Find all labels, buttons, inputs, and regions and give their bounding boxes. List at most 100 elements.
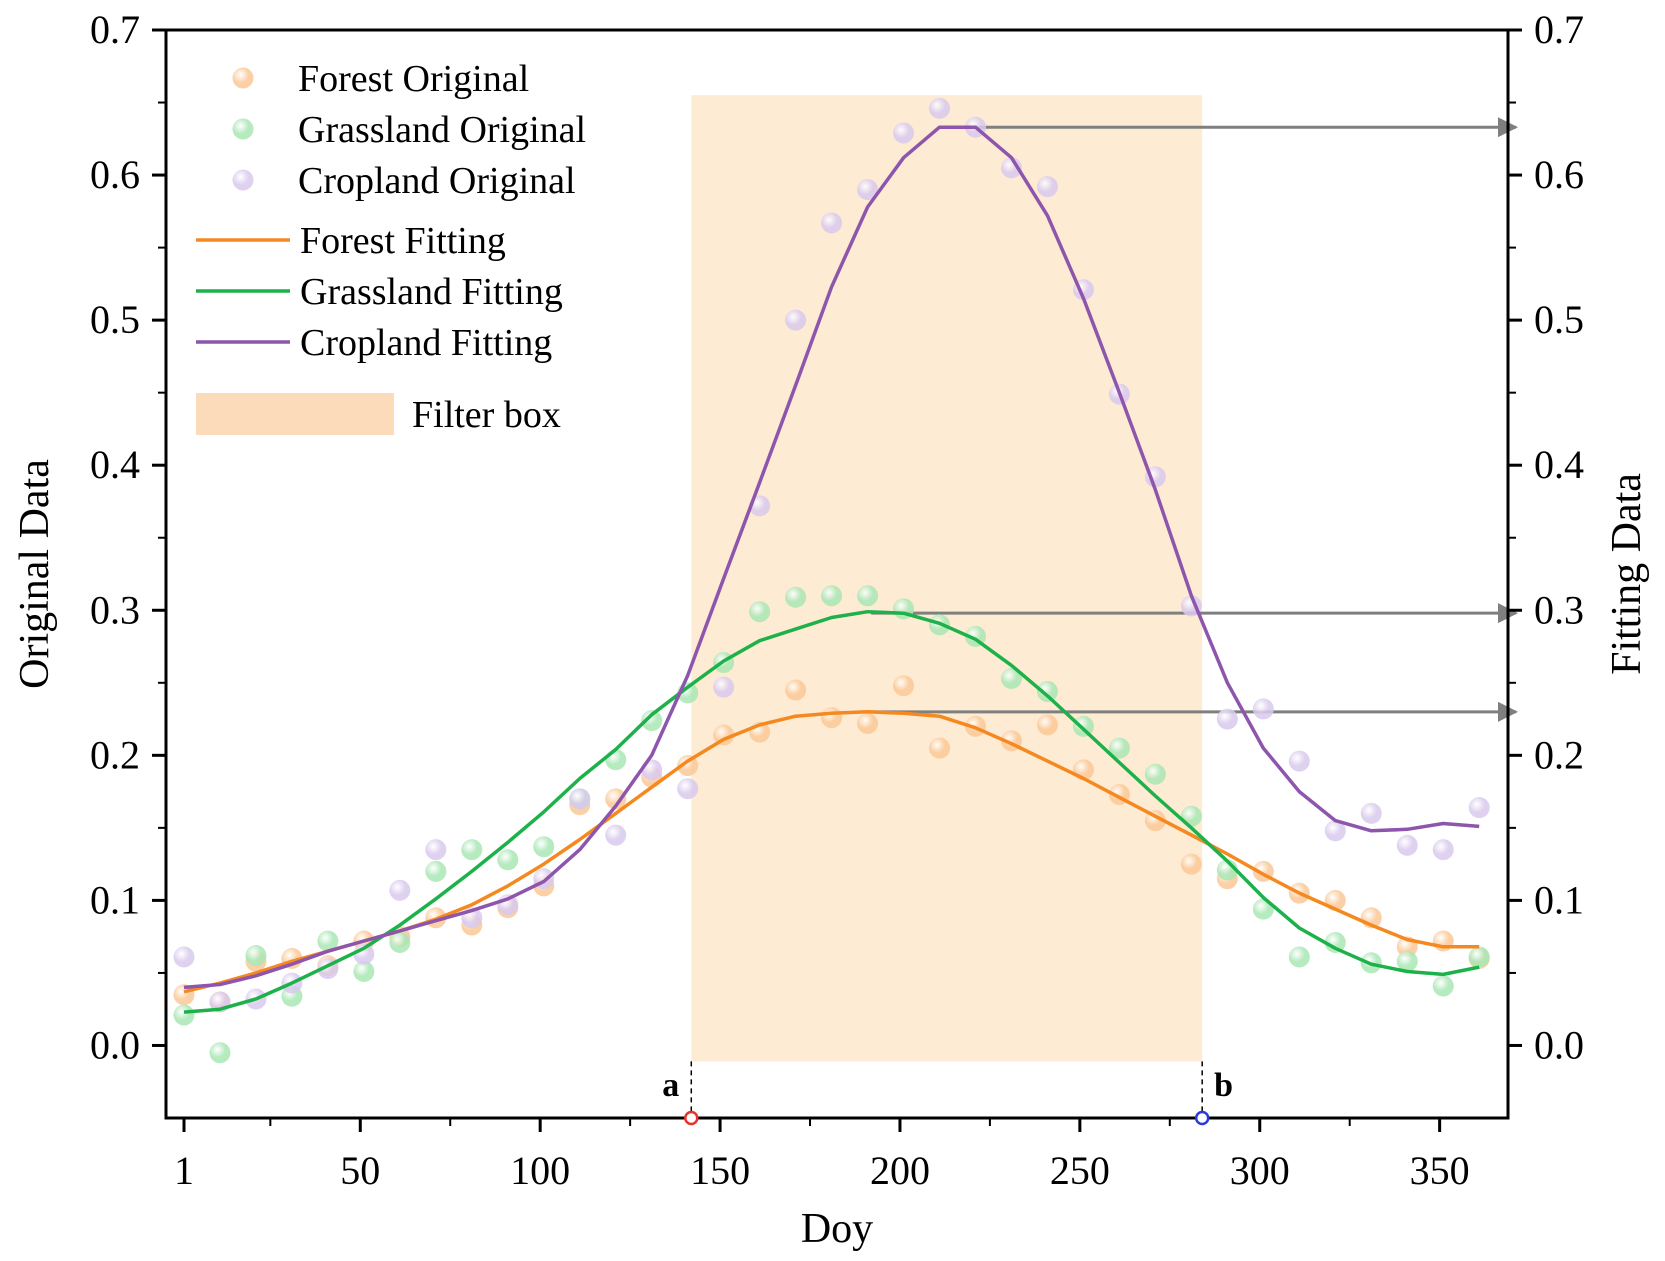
point-cropland-original: [929, 97, 951, 119]
point-cropland-original: [1216, 708, 1238, 730]
fitting-line-layer: [183, 125, 1480, 1014]
legend-label: Grassland Original: [298, 109, 586, 151]
legend-label: Grassland Fitting: [300, 271, 563, 313]
point-cropland-original: [1324, 820, 1346, 842]
point-grassland-original: [1108, 737, 1130, 759]
line-cropland-fitting: [183, 125, 1480, 990]
point-cropland-original: [1396, 834, 1418, 856]
point-forest-original: [821, 707, 843, 729]
point-grassland-original: [173, 1004, 195, 1026]
point-forest-original: [857, 712, 879, 734]
point-grassland-original: [1468, 946, 1490, 968]
legend: Forest Original Grassland Original Croplan…: [196, 58, 586, 436]
y2-tick-label: 0.5: [1534, 297, 1584, 342]
point-grassland-original: [317, 930, 339, 952]
marker-dot-b: [1194, 1110, 1210, 1126]
y2-tick-label: 0.0: [1534, 1022, 1584, 1067]
legend-swatch-grassland-original: [232, 118, 254, 140]
x-tick-label: 1: [174, 1148, 194, 1193]
point-cropland-original: [1252, 698, 1274, 720]
legend-label: Forest Fitting: [300, 220, 506, 262]
plot-frame: [164, 28, 1510, 1120]
y2-axis-title: Fitting Data: [1604, 473, 1650, 675]
point-grassland-original: [749, 601, 771, 623]
y2-tick-label: 0.6: [1534, 152, 1584, 197]
y2-tick-label: 0.1: [1534, 877, 1584, 922]
point-cropland-original: [1360, 802, 1382, 824]
point-cropland-original: [605, 824, 627, 846]
point-cropland-original: [1432, 839, 1454, 861]
point-grassland-original: [425, 860, 447, 882]
legend-label: Cropland Fitting: [300, 322, 552, 364]
filter-box: [691, 95, 1203, 1062]
point-grassland-original: [1432, 975, 1454, 997]
point-grassland-original: [1072, 715, 1094, 737]
legend-label: Forest Original: [298, 58, 529, 100]
point-forest-original: [677, 754, 699, 776]
marker-dot-a: [684, 1110, 699, 1126]
x-tick-label: 250: [1050, 1148, 1110, 1193]
y-tick-label: 0.7: [90, 7, 140, 52]
x-axis-title: Doy: [801, 1206, 873, 1252]
y2-tick-label: 0.3: [1534, 587, 1584, 632]
y-tick-label: 0.1: [90, 877, 140, 922]
point-cropland-original: [569, 788, 591, 810]
y2-tick-label: 0.7: [1534, 7, 1584, 52]
axes-layer: [164, 28, 1510, 1120]
point-cropland-original: [641, 759, 663, 781]
y2-tick-label: 0.2: [1534, 732, 1584, 777]
point-grassland-original: [209, 1042, 231, 1064]
y-tick-label: 0.5: [90, 297, 140, 342]
point-forest-original: [1036, 714, 1058, 736]
x-tick-label: 200: [870, 1148, 930, 1193]
point-cropland-original: [1000, 157, 1022, 179]
point-grassland-original: [857, 585, 879, 607]
x-tick-label: 50: [340, 1148, 380, 1193]
legend-swatch-filter-box: [196, 393, 394, 435]
legend-label: Cropland Original: [298, 160, 576, 202]
point-cropland-original: [425, 839, 447, 861]
legend-swatch-cropland-original: [232, 169, 254, 191]
point-grassland-original: [641, 710, 663, 732]
point-grassland-original: [821, 585, 843, 607]
x-tick-label: 150: [690, 1148, 750, 1193]
point-cropland-original: [173, 946, 195, 968]
point-grassland-original: [1000, 667, 1022, 689]
y-tick-label: 0.3: [90, 587, 140, 632]
point-forest-original: [929, 737, 951, 759]
point-forest-original: [893, 675, 915, 697]
point-grassland-original: [1144, 763, 1166, 785]
y-tick-label: 0.0: [90, 1022, 140, 1067]
point-grassland-original: [785, 586, 807, 608]
point-cropland-original: [785, 309, 807, 331]
y-tick-label: 0.2: [90, 732, 140, 777]
y-tick-label: 0.4: [90, 442, 140, 487]
point-cropland-original: [353, 943, 375, 965]
point-forest-original: [713, 724, 735, 746]
point-cropland-original: [1288, 750, 1310, 772]
point-forest-original: [1180, 853, 1202, 875]
point-grassland-original: [497, 849, 519, 871]
x-tick-label: 300: [1230, 1148, 1290, 1193]
y-axis-title: Original Data: [12, 459, 58, 689]
marker-label-a: a: [662, 1067, 679, 1104]
point-grassland-original: [461, 839, 483, 861]
y-tick-label: 0.6: [90, 152, 140, 197]
legend-swatch-forest-original: [232, 67, 254, 89]
filter-box-layer: [691, 95, 1203, 1062]
point-grassland-original: [533, 836, 555, 858]
point-grassland-original: [353, 960, 375, 982]
y2-tick-label: 0.4: [1534, 442, 1584, 487]
point-cropland-original: [1468, 797, 1490, 819]
point-cropland-original: [389, 879, 411, 901]
x-tick-label: 350: [1410, 1148, 1470, 1193]
line-grassland-fitting: [183, 609, 1480, 1014]
marker-label-b: b: [1214, 1067, 1233, 1104]
point-cropland-original: [857, 179, 879, 201]
point-cropland-original: [821, 212, 843, 234]
point-grassland-original: [389, 931, 411, 953]
point-grassland-original: [605, 749, 627, 771]
point-grassland-original: [1036, 681, 1058, 703]
